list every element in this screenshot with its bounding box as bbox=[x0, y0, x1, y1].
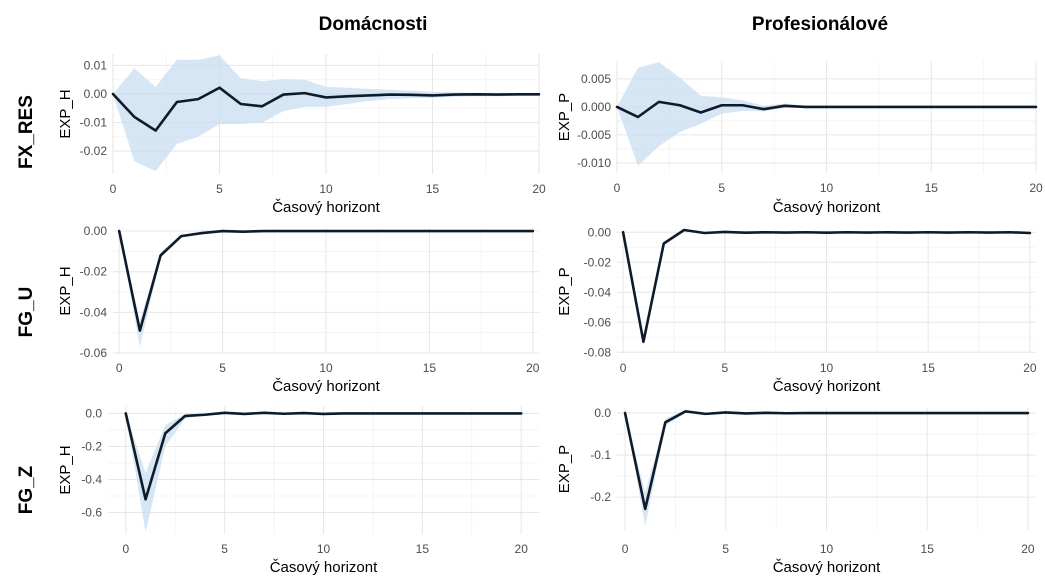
x-axis-title: Časový horizont bbox=[773, 378, 881, 395]
x-tick-label: 15 bbox=[921, 542, 935, 556]
x-tick-label: 10 bbox=[820, 181, 834, 195]
impulse-response-line bbox=[111, 86, 541, 132]
x-tick-label: 5 bbox=[219, 361, 226, 375]
x-axis-title: Časový horizont bbox=[773, 559, 881, 576]
impulse-response-line bbox=[124, 411, 523, 501]
y-tick-label: -0.005 bbox=[577, 128, 611, 142]
impulse-response-line bbox=[621, 228, 1032, 344]
confidence-band bbox=[113, 55, 539, 172]
x-tick-label: 5 bbox=[722, 542, 729, 556]
panel-fx-res-1: 0 5 10 15 20 0.005 0.000 -0.005 -0.010 Časový hor… bbox=[556, 61, 1043, 216]
x-tick-label: 15 bbox=[423, 361, 437, 375]
confidence-band bbox=[617, 62, 1036, 166]
y-tick-label: -0.6 bbox=[81, 506, 102, 520]
y-axis-title: EXP_P bbox=[556, 93, 573, 141]
y-tick-label: -0.01 bbox=[80, 116, 108, 130]
panel-fg-u-2: 0 5 10 15 20 0.00 -0.02 -0.04 -0.06 Časový horizo… bbox=[57, 224, 540, 395]
row-title-fg-u: FG_U bbox=[16, 287, 37, 338]
panel-fg-u-3: 0 5 10 15 20 0.00 -0.02 -0.04 -0.06 -0.08 Časový h… bbox=[556, 225, 1037, 395]
y-tick-label: -0.06 bbox=[80, 346, 108, 360]
panel-fg-z-5: 0 5 10 15 20 0.0 -0.1 -0.2 Časový horizont EXP_P bbox=[556, 406, 1036, 576]
x-tick-label: 15 bbox=[925, 181, 939, 195]
y-tick-label: -0.06 bbox=[584, 315, 612, 329]
y-tick-label: -0.04 bbox=[584, 285, 612, 299]
x-tick-label: 15 bbox=[426, 182, 440, 196]
x-tick-label: 20 bbox=[526, 361, 540, 375]
y-tick-label: -0.4 bbox=[81, 472, 102, 486]
y-tick-label: -0.04 bbox=[80, 305, 108, 319]
x-tick-label: 5 bbox=[221, 542, 228, 556]
x-axis-title: Časový horizont bbox=[773, 199, 881, 216]
y-tick-label: 0.000 bbox=[581, 100, 611, 114]
x-tick-label: 15 bbox=[416, 542, 430, 556]
x-tick-label: 10 bbox=[319, 182, 333, 196]
x-tick-label: 20 bbox=[1021, 542, 1035, 556]
y-tick-label: 0.00 bbox=[588, 225, 612, 239]
impulse-response-line bbox=[117, 229, 535, 332]
y-tick-label: -0.08 bbox=[584, 345, 612, 359]
x-axis-title: Časový horizont bbox=[272, 199, 380, 216]
x-tick-label: 15 bbox=[922, 361, 936, 375]
x-tick-label: 10 bbox=[820, 361, 834, 375]
y-tick-label: -0.02 bbox=[80, 265, 108, 279]
x-tick-label: 0 bbox=[622, 542, 629, 556]
y-axis-title: EXP_P bbox=[556, 445, 573, 493]
y-axis-title: EXP_H bbox=[57, 89, 74, 138]
x-tick-label: 20 bbox=[1029, 181, 1043, 195]
x-tick-label: 0 bbox=[620, 361, 627, 375]
y-axis-title: EXP_H bbox=[57, 266, 74, 315]
impulse-response-line bbox=[615, 100, 1038, 119]
x-axis-title: Časový horizont bbox=[270, 559, 378, 576]
x-tick-label: 5 bbox=[721, 361, 728, 375]
row-title-fx-res: FX_RES bbox=[16, 95, 37, 169]
x-tick-label: 20 bbox=[515, 542, 529, 556]
panel-fg-z-4: 0 5 10 15 20 0.0 -0.2 -0.4 -0.6 Časový horizont EX… bbox=[57, 406, 539, 576]
y-tick-label: 0.00 bbox=[84, 224, 108, 238]
x-tick-label: 0 bbox=[614, 181, 621, 195]
x-tick-label: 10 bbox=[319, 361, 333, 375]
y-tick-label: 0.00 bbox=[84, 87, 108, 101]
x-tick-label: 5 bbox=[216, 182, 223, 196]
x-tick-label: 0 bbox=[110, 182, 117, 196]
y-axis-title: EXP_H bbox=[57, 445, 74, 494]
x-tick-label: 5 bbox=[718, 181, 725, 195]
x-tick-label: 0 bbox=[122, 542, 129, 556]
column-title-households: Domácnosti bbox=[319, 14, 428, 35]
y-tick-label: -0.2 bbox=[590, 490, 611, 504]
y-axis-title: EXP_P bbox=[556, 267, 573, 315]
x-axis-title: Časový horizont bbox=[272, 378, 380, 395]
x-tick-label: 20 bbox=[532, 182, 546, 196]
y-tick-label: -0.2 bbox=[81, 439, 102, 453]
y-tick-label: 0.005 bbox=[581, 72, 611, 86]
y-tick-label: 0.0 bbox=[85, 406, 102, 420]
y-tick-label: 0.0 bbox=[594, 406, 611, 420]
x-tick-label: 20 bbox=[1023, 361, 1037, 375]
column-title-professionals: Profesionálové bbox=[752, 14, 888, 35]
y-tick-label: -0.010 bbox=[577, 156, 611, 170]
x-tick-label: 0 bbox=[116, 361, 123, 375]
y-tick-label: -0.02 bbox=[80, 144, 108, 158]
y-tick-label: -0.02 bbox=[584, 255, 612, 269]
y-tick-label: 0.01 bbox=[84, 58, 108, 72]
impulse-response-line bbox=[623, 410, 1030, 511]
x-tick-label: 10 bbox=[317, 542, 331, 556]
panel-fx-res-0: 0 5 10 15 20 0.01 0.00 -0.01 -0.02 Časový horizon… bbox=[57, 54, 546, 216]
x-tick-label: 10 bbox=[820, 542, 834, 556]
row-title-fg-z: FG_Z bbox=[16, 465, 37, 514]
y-tick-label: -0.1 bbox=[590, 448, 611, 462]
